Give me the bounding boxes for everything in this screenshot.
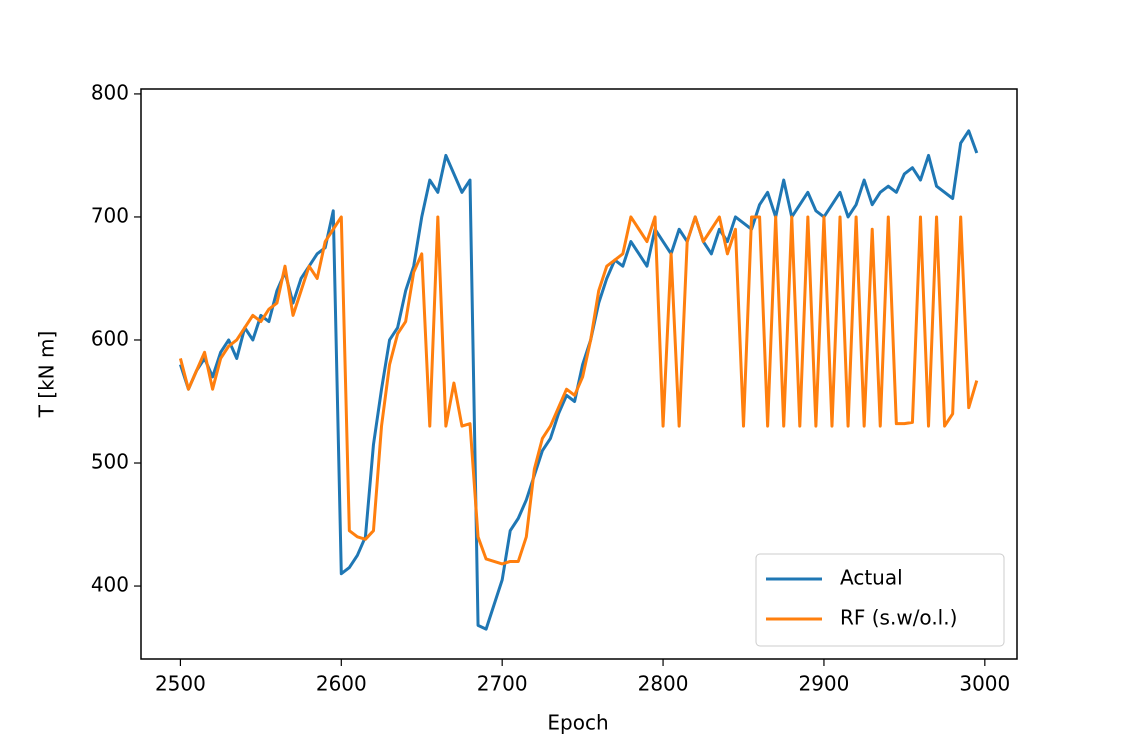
y-tick-label: 500 bbox=[91, 450, 129, 474]
y-tick-label: 800 bbox=[91, 80, 129, 104]
data-line bbox=[178, 215, 979, 566]
y-tick-label: 700 bbox=[91, 203, 129, 227]
legend-box bbox=[755, 553, 1005, 647]
y-axis-label: T [kN m] bbox=[35, 331, 59, 419]
x-tick-label: 2800 bbox=[638, 672, 689, 696]
x-tick-label: 3000 bbox=[959, 672, 1010, 696]
y-tick-label: 400 bbox=[91, 573, 129, 597]
x-axis-label: Epoch bbox=[547, 711, 608, 735]
legend-label: RF (s.w/o.l.) bbox=[840, 606, 957, 630]
x-tick-label: 2700 bbox=[477, 672, 528, 696]
y-tick-label: 600 bbox=[91, 326, 129, 350]
x-tick-label: 2600 bbox=[316, 672, 367, 696]
x-tick-label: 2900 bbox=[798, 672, 849, 696]
legend-label: Actual bbox=[840, 566, 903, 590]
plot-frame bbox=[140, 88, 1018, 660]
x-tick-label: 2500 bbox=[155, 672, 206, 696]
